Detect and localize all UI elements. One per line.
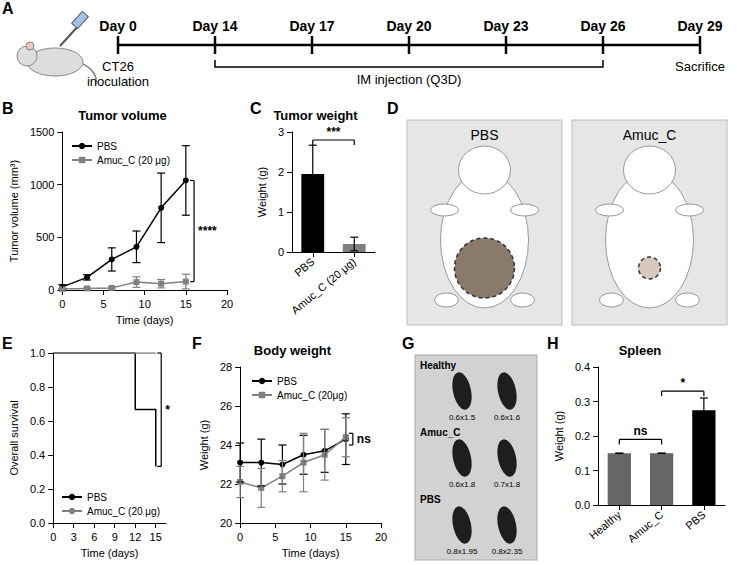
svg-text:****: **** [198, 224, 217, 238]
svg-text:Day 23: Day 23 [483, 18, 528, 34]
svg-text:Weight (g): Weight (g) [553, 411, 565, 462]
svg-text:1: 1 [278, 206, 284, 218]
svg-text:*: * [680, 376, 685, 390]
svg-text:0.0: 0.0 [30, 517, 45, 529]
svg-text:Day 0: Day 0 [99, 18, 137, 34]
svg-text:12: 12 [129, 531, 141, 543]
svg-text:PBS: PBS [420, 494, 441, 505]
svg-text:6: 6 [91, 531, 97, 543]
svg-text:0.8: 0.8 [30, 381, 45, 393]
svg-text:26: 26 [220, 400, 232, 412]
svg-text:2: 2 [278, 166, 284, 178]
svg-text:22: 22 [220, 478, 232, 490]
svg-text:Tumor volume (mm³): Tumor volume (mm³) [8, 160, 20, 262]
svg-text:PBS: PBS [683, 508, 708, 531]
svg-text:Healthy: Healthy [587, 508, 624, 541]
svg-text:PBS: PBS [292, 255, 317, 278]
svg-text:Sacrifice: Sacrifice [675, 59, 725, 74]
svg-text:Time (days): Time (days) [116, 314, 174, 326]
svg-text:0.4: 0.4 [30, 449, 45, 461]
svg-text:Amuc_C: Amuc_C [625, 508, 665, 544]
html-text:F: F [192, 335, 202, 352]
svg-text:Tumor weight: Tumor weight [273, 108, 358, 123]
svg-text:Spleen: Spleen [619, 343, 662, 358]
svg-text:15: 15 [180, 298, 192, 310]
svg-text:Body weight: Body weight [254, 343, 332, 358]
svg-text:Amuc_C (20 μg): Amuc_C (20 μg) [289, 255, 358, 316]
html-text:G: G [402, 335, 415, 352]
svg-text:Day 26: Day 26 [580, 18, 625, 34]
svg-text:5: 5 [100, 298, 106, 310]
svg-text:PBS: PBS [87, 492, 107, 503]
svg-text:24: 24 [220, 439, 232, 451]
svg-text:500: 500 [36, 231, 54, 243]
svg-text:Day 20: Day 20 [386, 18, 431, 34]
svg-text:0: 0 [59, 298, 65, 310]
svg-text:1500: 1500 [30, 126, 54, 138]
svg-text:0.2: 0.2 [30, 483, 45, 495]
svg-text:15: 15 [340, 531, 352, 543]
html-text:D: D [387, 100, 399, 117]
svg-text:0.7x1.8: 0.7x1.8 [494, 480, 521, 489]
svg-text:Amuc_C (20 μg): Amuc_C (20 μg) [97, 155, 170, 166]
svg-text:CT26: CT26 [102, 59, 134, 74]
html-text:C: C [250, 100, 262, 117]
svg-text:Day 29: Day 29 [677, 18, 722, 34]
svg-text:Weight (g): Weight (g) [198, 420, 210, 471]
svg-text:0: 0 [278, 246, 284, 258]
svg-text:Day 14: Day 14 [192, 18, 237, 34]
svg-text:Time (days): Time (days) [81, 547, 139, 559]
svg-text:0.6x1.8: 0.6x1.8 [449, 480, 476, 489]
svg-text:0.8x2.35: 0.8x2.35 [492, 547, 523, 556]
svg-text:28: 28 [220, 361, 232, 373]
svg-text:Overall survival: Overall survival [8, 400, 20, 475]
svg-text:0: 0 [48, 284, 54, 296]
svg-text:***: *** [327, 125, 341, 139]
svg-text:IM injection (Q3D): IM injection (Q3D) [357, 72, 462, 87]
svg-text:0.8x1.95: 0.8x1.95 [447, 547, 478, 556]
html-text:A: A [2, 0, 14, 17]
svg-text:ns: ns [633, 424, 647, 438]
svg-text:Healthy: Healthy [420, 360, 457, 371]
svg-text:0: 0 [50, 531, 56, 543]
html-text:H: H [547, 335, 559, 352]
svg-text:0.6x1.6: 0.6x1.6 [494, 413, 521, 422]
svg-text:*: * [165, 403, 170, 417]
svg-text:Tumor volume: Tumor volume [78, 108, 167, 123]
svg-text:0: 0 [237, 531, 243, 543]
svg-text:Amuc_C: Amuc_C [623, 127, 677, 143]
svg-text:Amuc_C (20μg): Amuc_C (20μg) [277, 390, 347, 401]
svg-text:PBS: PBS [277, 376, 297, 387]
svg-text:3: 3 [278, 126, 284, 138]
svg-text:5: 5 [272, 531, 278, 543]
svg-text:9: 9 [112, 531, 118, 543]
svg-text:0.4: 0.4 [575, 361, 590, 373]
svg-text:ns: ns [357, 432, 371, 446]
html-text:E: E [2, 335, 13, 352]
svg-text:Day 17: Day 17 [289, 18, 334, 34]
svg-text:0.3: 0.3 [575, 396, 590, 408]
svg-text:10: 10 [139, 298, 151, 310]
svg-text:3: 3 [71, 531, 77, 543]
svg-text:20: 20 [375, 531, 387, 543]
svg-text:inoculation: inoculation [87, 74, 149, 89]
svg-text:Amuc_C (20 μg): Amuc_C (20 μg) [87, 506, 160, 517]
svg-text:1.0: 1.0 [30, 347, 45, 359]
svg-text:0.6x1.5: 0.6x1.5 [449, 413, 476, 422]
svg-text:15: 15 [150, 531, 162, 543]
svg-text:0.6: 0.6 [30, 415, 45, 427]
svg-text:20: 20 [220, 517, 232, 529]
svg-text:PBS: PBS [470, 127, 498, 143]
svg-text:10: 10 [304, 531, 316, 543]
svg-text:0.0: 0.0 [575, 499, 590, 511]
svg-text:0.1: 0.1 [575, 465, 590, 477]
svg-text:Time (days): Time (days) [282, 547, 340, 559]
svg-text:Amuc_C: Amuc_C [420, 427, 461, 438]
svg-text:PBS: PBS [97, 141, 117, 152]
svg-text:1000: 1000 [30, 179, 54, 191]
html-text:B: B [2, 100, 14, 117]
svg-text:0.2: 0.2 [575, 430, 590, 442]
svg-text:20: 20 [221, 298, 233, 310]
svg-text:Weight (g): Weight (g) [256, 167, 268, 218]
